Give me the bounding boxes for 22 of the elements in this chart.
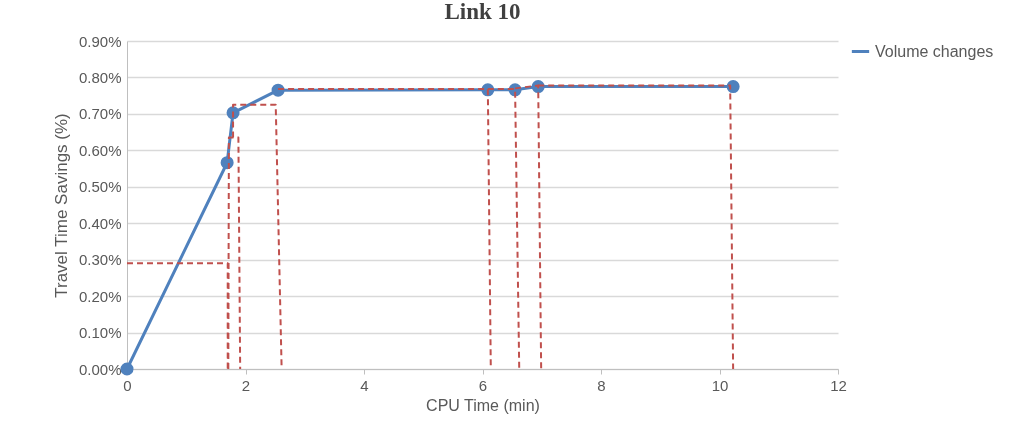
legend-label: Volume changes bbox=[875, 42, 994, 60]
y-tick-label: 0.90% bbox=[78, 32, 122, 50]
y-tick-label: 0.50% bbox=[78, 178, 122, 196]
x-tick-label: 0 bbox=[123, 376, 132, 394]
y-tick-label: 0.40% bbox=[78, 214, 122, 232]
x-axis-title: CPU Time (min) bbox=[426, 396, 540, 414]
x-tick-label: 8 bbox=[597, 376, 606, 394]
y-tick-label: 0.80% bbox=[78, 68, 122, 86]
y-tick-label: 0.10% bbox=[78, 324, 122, 342]
x-tick-label: 10 bbox=[711, 376, 729, 394]
x-tick-label: 12 bbox=[830, 376, 847, 394]
x-tick-label: 2 bbox=[241, 376, 251, 394]
chart-title: Link 10 bbox=[444, 0, 521, 24]
x-tick-label: 6 bbox=[478, 376, 488, 394]
y-axis-title: Travel Time Savings (%) bbox=[51, 113, 71, 298]
y-tick-label: 0.60% bbox=[78, 141, 122, 159]
x-tick-label: 4 bbox=[360, 376, 369, 394]
point bbox=[120, 362, 134, 376]
y-tick-label: 0.00% bbox=[78, 360, 122, 378]
y-tick-label: 0.30% bbox=[78, 251, 122, 269]
y-tick-label: 0.70% bbox=[78, 105, 122, 123]
y-tick-label: 0.20% bbox=[78, 287, 122, 305]
